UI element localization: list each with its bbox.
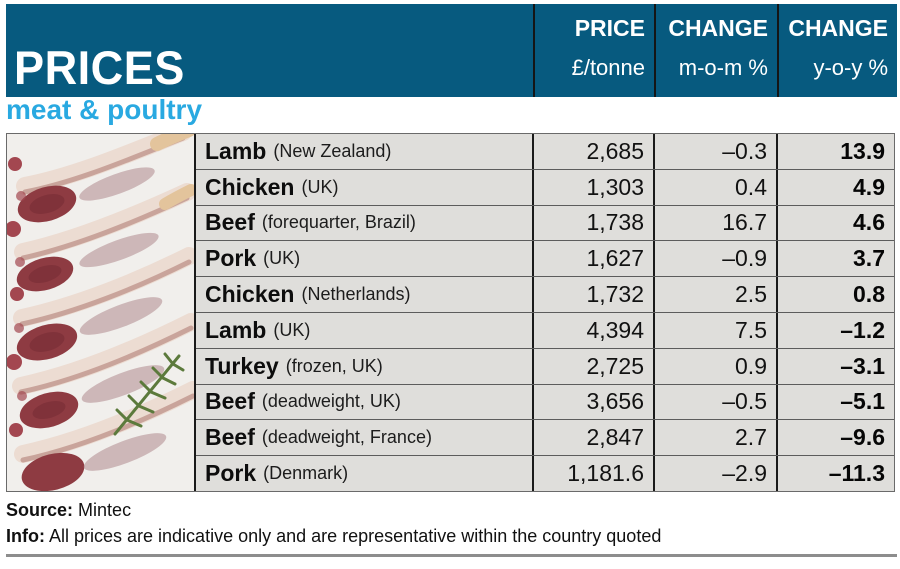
product-name: Chicken <box>205 281 295 308</box>
change-mom-value: 7.5 <box>653 312 776 348</box>
prices-table: Lamb (New Zealand) 2,685 –0.3 13.9 Chicke… <box>6 133 895 492</box>
change-yoy-value: –3.1 <box>776 348 894 384</box>
change-yoy-value: –11.3 <box>776 456 894 491</box>
table-row: Lamb (UK) 4,394 7.5 –1.2 <box>196 311 894 348</box>
product-detail: (deadweight, UK) <box>261 391 401 412</box>
info-label: Info: <box>6 526 45 546</box>
price-value: 3,656 <box>532 384 653 420</box>
source-value: Mintec <box>78 500 132 520</box>
change-yoy-value: 0.8 <box>776 277 894 312</box>
product-detail: (deadweight, France) <box>261 427 432 448</box>
change-yoy-value: –5.1 <box>776 384 894 420</box>
product-name: Turkey <box>205 352 279 379</box>
table-row: Pork (UK) 1,627 –0.9 3.7 <box>196 240 894 277</box>
price-value: 1,627 <box>532 241 653 277</box>
source-line: Source: Mintec <box>6 500 131 521</box>
change-mom-value: –0.5 <box>653 384 776 420</box>
price-value: 1,181.6 <box>532 456 653 491</box>
price-value: 1,732 <box>532 277 653 312</box>
column-header-change-yoy-label: CHANGE <box>788 15 888 41</box>
info-line: Info: All prices are indicative only and… <box>6 526 661 547</box>
rack-of-lamb-photo <box>7 134 196 491</box>
change-mom-value: 2.5 <box>653 277 776 312</box>
table-row: Beef (deadweight, France) 2,847 2.7 –9.6 <box>196 419 894 456</box>
price-value: 2,725 <box>532 348 653 384</box>
info-value: All prices are indicative only and are r… <box>49 526 662 546</box>
product-name: Lamb <box>205 137 267 164</box>
product-name: Chicken <box>205 173 295 200</box>
table-row: Chicken (Netherlands) 1,732 2.5 0.8 <box>196 276 894 312</box>
column-header-change-mom-label: CHANGE <box>668 15 768 41</box>
product-detail: (forequarter, Brazil) <box>261 212 416 233</box>
table-row: Lamb (New Zealand) 2,685 –0.3 13.9 <box>196 134 894 169</box>
table-row: Turkey (frozen, UK) 2,725 0.9 –3.1 <box>196 347 894 384</box>
change-mom-value: 16.7 <box>653 205 776 241</box>
change-mom-value: 0.9 <box>653 348 776 384</box>
section-title: meat & poultry <box>6 94 203 125</box>
product-name: Pork <box>205 245 257 272</box>
product-detail: (UK) <box>273 319 311 340</box>
page-title: PRICES <box>14 41 185 95</box>
table-row: Beef (forequarter, Brazil) 1,738 16.7 4.6 <box>196 204 894 241</box>
column-header-change-mom: CHANGE m-o-m % <box>654 4 777 97</box>
change-mom-value: 2.7 <box>653 420 776 456</box>
product-detail: (Netherlands) <box>301 284 411 305</box>
column-header-price-label: PRICE <box>574 15 645 41</box>
header-band: PRICES PRICE £/tonne CHANGE m-o-m % CHAN… <box>6 4 897 97</box>
change-mom-value: –2.9 <box>653 456 776 491</box>
product-name: Beef <box>205 388 255 415</box>
change-yoy-value: –1.2 <box>776 312 894 348</box>
product-detail: (New Zealand) <box>273 140 392 161</box>
source-label: Source: <box>6 500 74 520</box>
change-yoy-value: 3.7 <box>776 241 894 277</box>
change-mom-value: –0.3 <box>653 134 776 169</box>
rosemary-sprig <box>113 352 185 436</box>
product-detail: (UK) <box>263 248 301 269</box>
column-header-price: PRICE £/tonne <box>533 4 654 97</box>
product-detail: (frozen, UK) <box>285 355 383 376</box>
table-row: Pork (Denmark) 1,181.6 –2.9 –11.3 <box>196 455 894 491</box>
change-yoy-value: –9.6 <box>776 420 894 456</box>
product-name: Lamb <box>205 316 267 343</box>
price-value: 1,738 <box>532 205 653 241</box>
change-yoy-value: 13.9 <box>776 134 894 169</box>
table-row: Beef (deadweight, UK) 3,656 –0.5 –5.1 <box>196 383 894 420</box>
price-value: 2,847 <box>532 420 653 456</box>
column-header-price-unit: £/tonne <box>571 55 645 80</box>
product-name: Beef <box>205 209 255 236</box>
header-title-area: PRICES <box>6 4 533 97</box>
column-header-change-mom-unit: m-o-m % <box>678 55 768 80</box>
change-mom-value: –0.9 <box>653 241 776 277</box>
price-value: 4,394 <box>532 312 653 348</box>
column-header-change-yoy: CHANGE y-o-y % <box>777 4 897 97</box>
table-row: Chicken (UK) 1,303 0.4 4.9 <box>196 168 894 205</box>
price-value: 2,685 <box>532 134 653 169</box>
bottom-rule <box>6 554 897 557</box>
product-name: Beef <box>205 424 255 451</box>
change-yoy-value: 4.6 <box>776 205 894 241</box>
product-detail: (Denmark) <box>263 463 349 484</box>
change-yoy-value: 4.9 <box>776 169 894 205</box>
column-header-change-yoy-unit: y-o-y % <box>813 55 888 80</box>
meat-photo-illustration <box>7 134 194 491</box>
price-value: 1,303 <box>532 169 653 205</box>
product-name: Pork <box>205 460 257 487</box>
change-mom-value: 0.4 <box>653 169 776 205</box>
product-detail: (UK) <box>301 176 339 197</box>
table-rows: Lamb (New Zealand) 2,685 –0.3 13.9 Chicke… <box>196 134 894 491</box>
